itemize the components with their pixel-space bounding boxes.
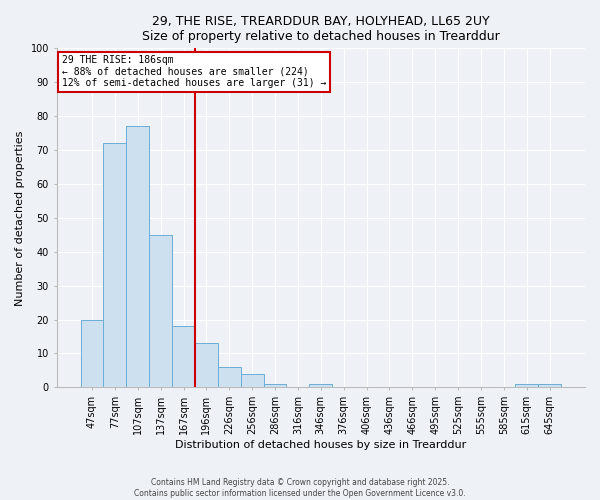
Bar	[263, 384, 286, 388]
Text: Contains HM Land Registry data © Crown copyright and database right 2025.
Contai: Contains HM Land Registry data © Crown c…	[134, 478, 466, 498]
Bar	[80, 320, 103, 388]
Bar	[218, 367, 241, 388]
Text: 29 THE RISE: 186sqm
← 88% of detached houses are smaller (224)
12% of semi-detac: 29 THE RISE: 186sqm ← 88% of detached ho…	[62, 55, 326, 88]
Bar	[127, 126, 149, 388]
Bar	[241, 374, 263, 388]
Bar	[310, 384, 332, 388]
Bar	[538, 384, 561, 388]
X-axis label: Distribution of detached houses by size in Trearddur: Distribution of detached houses by size …	[175, 440, 466, 450]
Bar	[515, 384, 538, 388]
Y-axis label: Number of detached properties: Number of detached properties	[15, 130, 25, 306]
Title: 29, THE RISE, TREARDDUR BAY, HOLYHEAD, LL65 2UY
Size of property relative to det: 29, THE RISE, TREARDDUR BAY, HOLYHEAD, L…	[142, 15, 500, 43]
Bar	[149, 235, 172, 388]
Bar	[195, 343, 218, 388]
Bar	[103, 143, 127, 388]
Bar	[172, 326, 195, 388]
